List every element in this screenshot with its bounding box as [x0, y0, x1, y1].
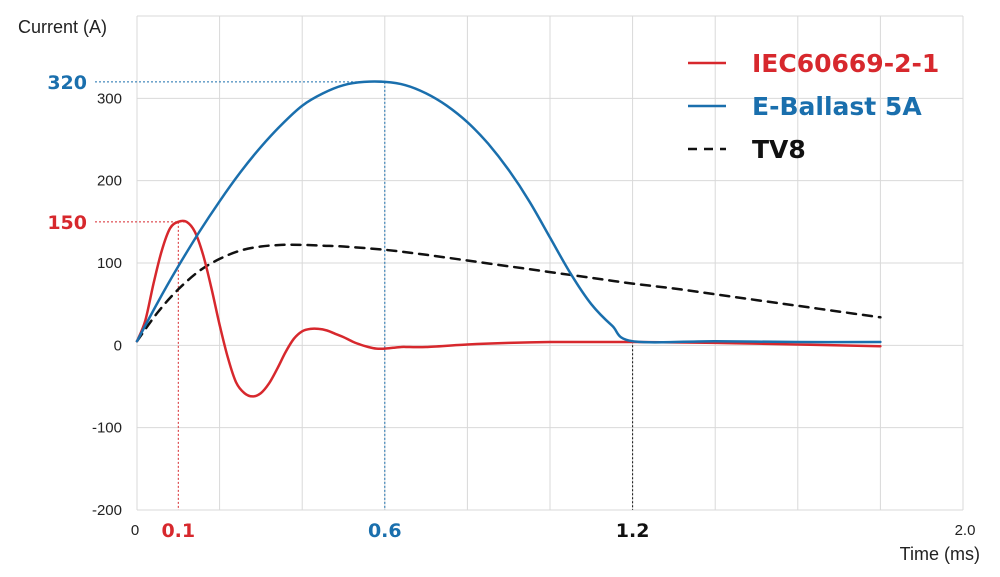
series-line-iec60669-2-1: [135, 219, 882, 398]
series-lines: [135, 80, 882, 398]
y-axis-title: Current (A): [18, 17, 107, 37]
legend: IEC60669-2-1 E-Ballast 5A TV8: [688, 49, 939, 164]
tick-labels: 0.1 0.6 1.2 150 320 -200 -100 0 100 200 300 0 2.0: [47, 72, 975, 542]
x-tick-label: 2.0: [955, 522, 976, 539]
y-tick-label: 0: [114, 337, 122, 354]
highlight-y-label: 150: [47, 212, 87, 234]
series-line-e-ballast-5a: [135, 80, 882, 344]
highlight-y-label: 320: [47, 72, 87, 94]
legend-label: TV8: [752, 135, 806, 164]
highlight-guides: [95, 81, 634, 510]
x-tick-label: 0: [131, 522, 139, 539]
series-line-tv8: [135, 243, 882, 343]
highlight-x-label: 0.1: [161, 520, 195, 542]
legend-label: IEC60669-2-1: [752, 49, 939, 78]
legend-label: E-Ballast 5A: [752, 92, 922, 121]
y-tick-label: -100: [92, 420, 122, 437]
highlight-x-label: 0.6: [368, 520, 402, 542]
y-tick-label: 300: [97, 90, 122, 107]
highlight-x-label: 1.2: [616, 520, 650, 542]
y-tick-label: 200: [97, 173, 122, 190]
x-axis-title: Time (ms): [900, 544, 980, 564]
y-tick-label: 100: [97, 255, 122, 272]
y-tick-label: -200: [92, 502, 122, 519]
